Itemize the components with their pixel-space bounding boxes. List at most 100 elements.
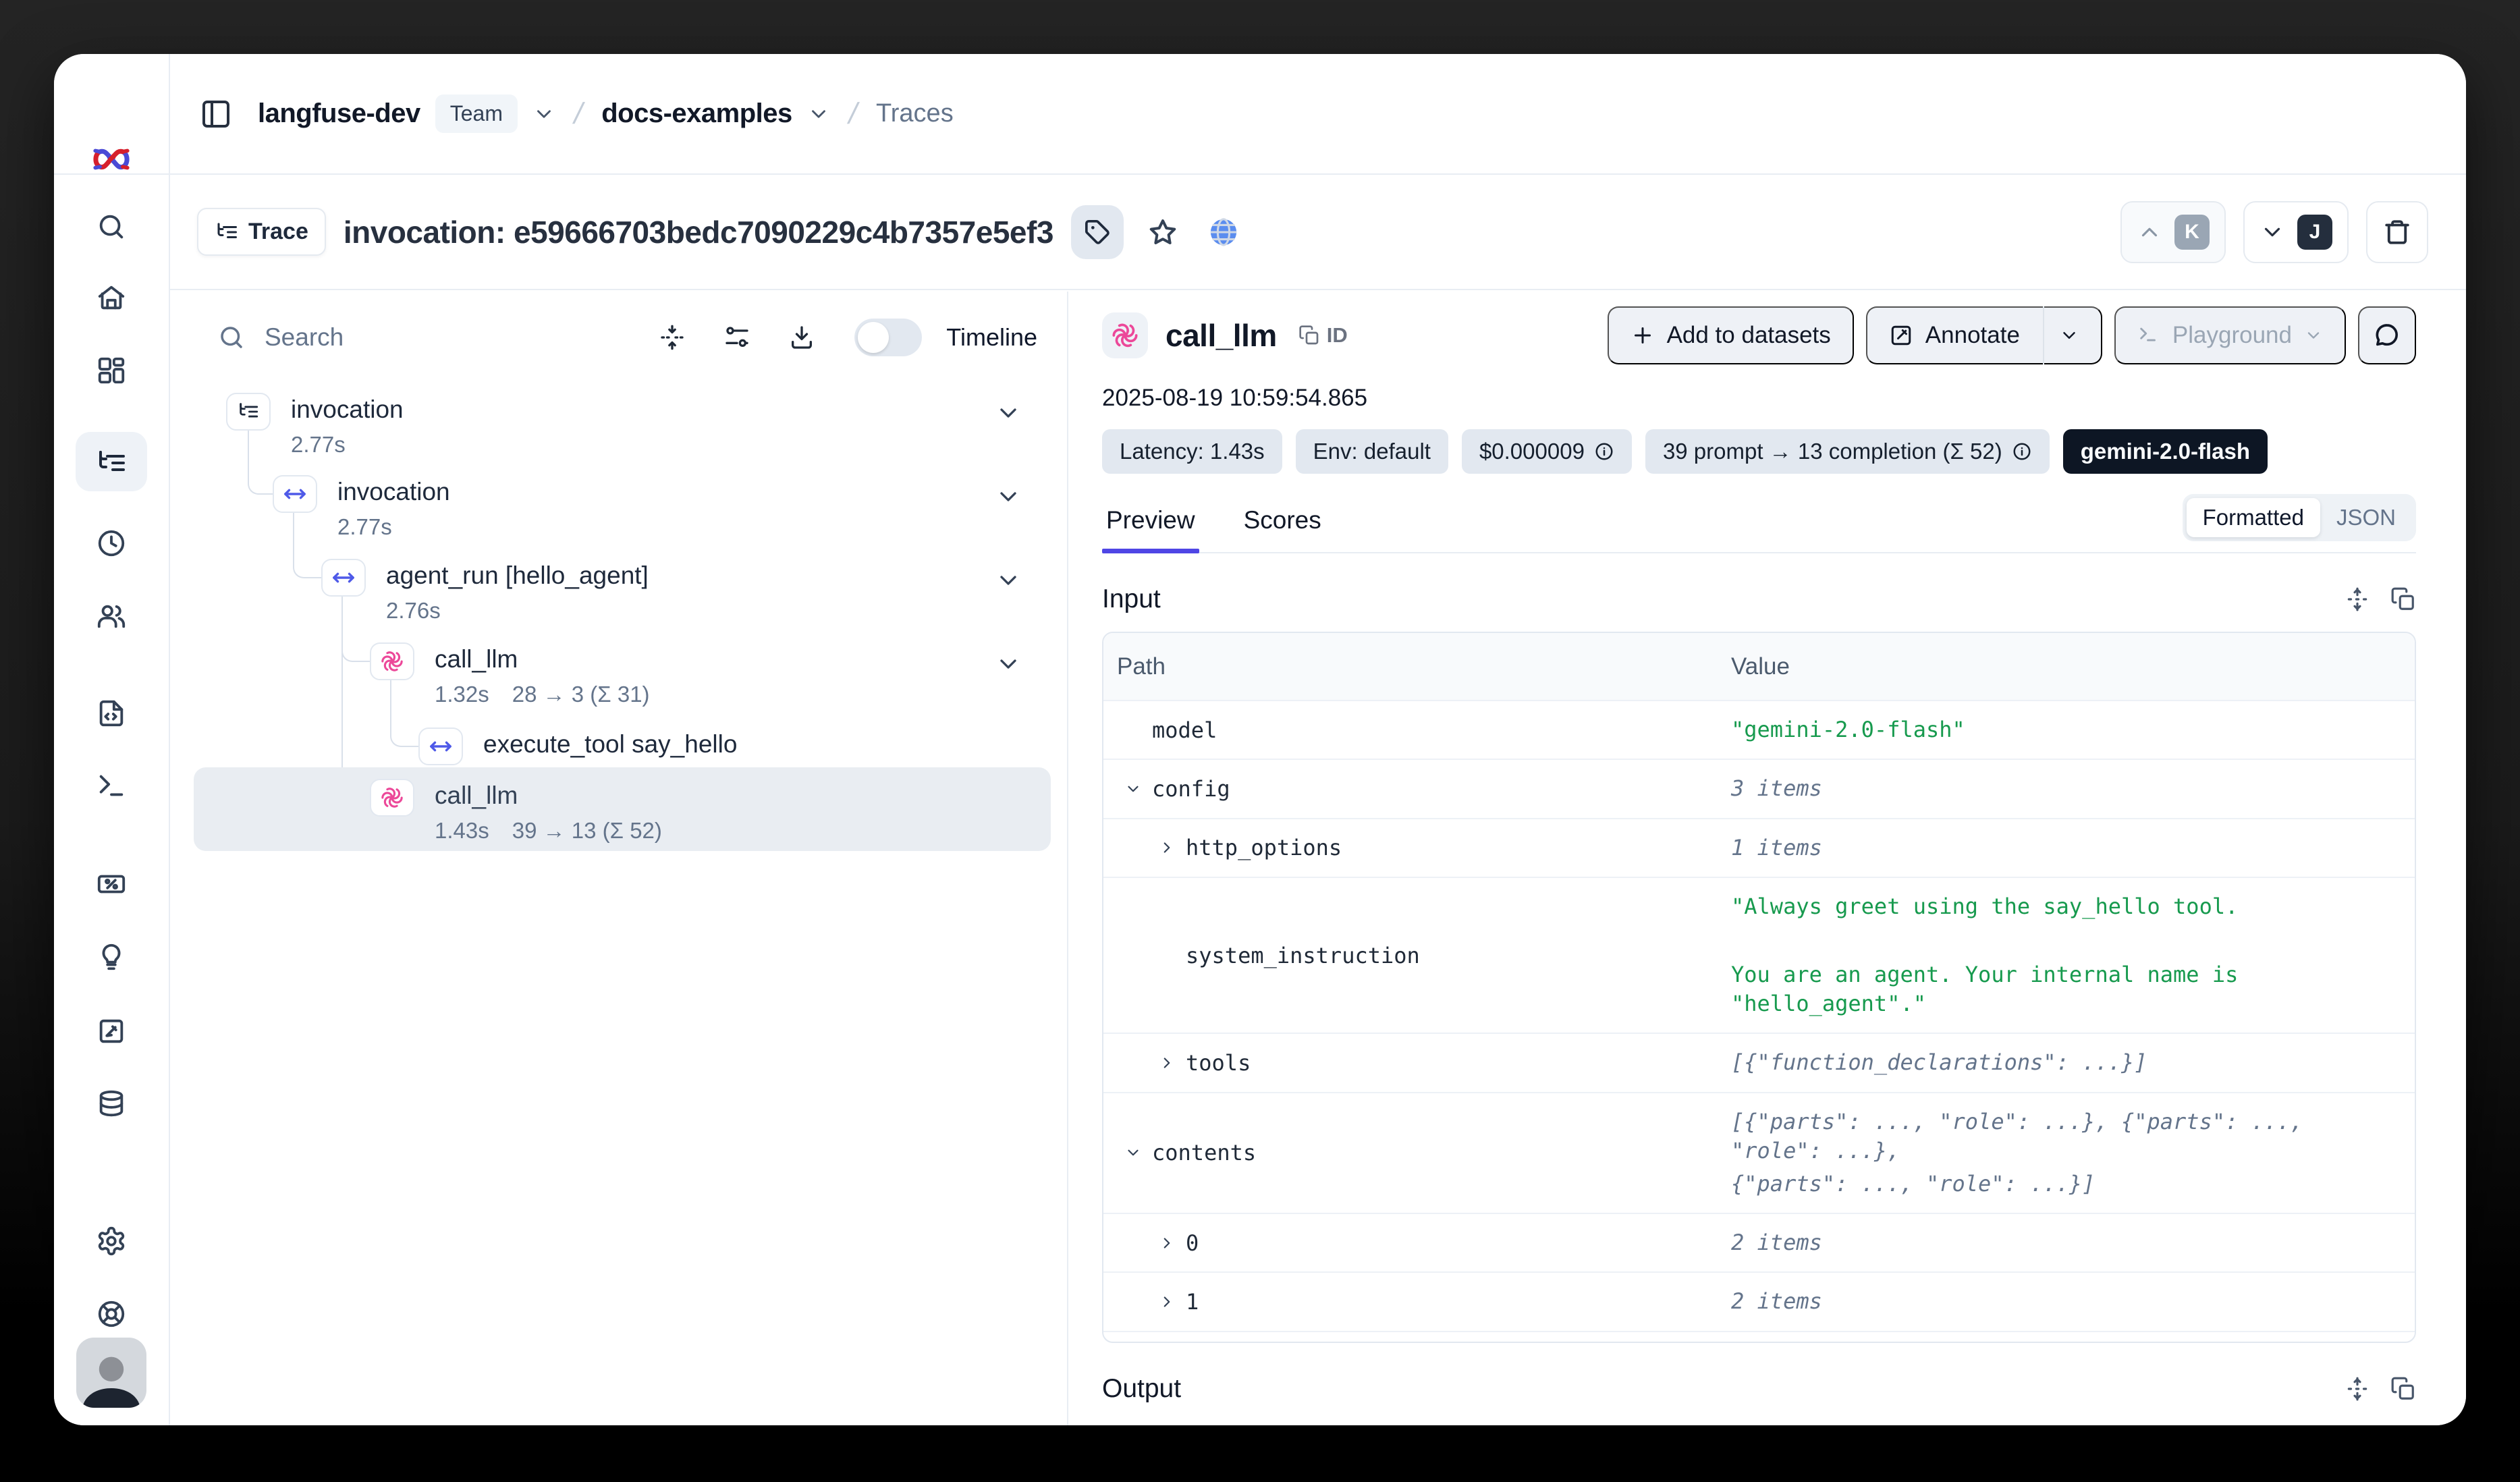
tab-preview[interactable]: Preview <box>1102 498 1199 553</box>
format-formatted[interactable]: Formatted <box>2186 498 2320 537</box>
tree-node-agent-run[interactable]: agent_run [hello_agent] 2.76s <box>321 559 649 624</box>
detail-tabs: Preview Scores Formatted JSON <box>1102 494 2416 553</box>
model-badge[interactable]: gemini-2.0-flash <box>2062 429 2268 474</box>
org-name[interactable]: langfuse-dev <box>258 99 420 128</box>
tree-node-span[interactable]: invocation 2.77s <box>273 475 450 540</box>
expand-section-icon[interactable] <box>2345 1376 2370 1402</box>
table-row-http-options[interactable]: http_options 1 items <box>1103 817 2415 877</box>
prompts-icon[interactable] <box>96 698 127 729</box>
evaluation-icon[interactable] <box>96 869 127 900</box>
info-icon <box>1595 443 1613 460</box>
public-globe-icon[interactable] <box>1202 205 1245 259</box>
delete-trace-button[interactable] <box>2366 200 2428 263</box>
button-divider <box>2042 306 2044 364</box>
observation-timestamp: 2025-08-19 10:59:54.865 <box>1102 385 1368 411</box>
observation-name: call_llm <box>1166 318 1277 353</box>
node-collapse-chevron[interactable] <box>995 483 1022 510</box>
user-avatar[interactable] <box>76 1338 146 1408</box>
annotation-icon[interactable] <box>96 1016 127 1047</box>
table-row-system-instruction[interactable]: system_instruction "Always greet using t… <box>1103 876 2415 1033</box>
search-icon[interactable] <box>96 211 127 242</box>
trace-title-bar: Trace invocation: e59666703bedc7090229c4… <box>170 175 2466 290</box>
next-trace-button[interactable]: J <box>2243 200 2349 263</box>
playground-chevron-icon <box>2307 332 2320 339</box>
selected-row-highlight <box>194 767 1051 851</box>
node-duration: 1.32s <box>435 682 489 707</box>
observation-id[interactable]: ID <box>1298 323 1348 348</box>
main-content: Timeline invocation 2.77s <box>170 292 2466 1425</box>
datasets-icon[interactable] <box>96 1089 127 1120</box>
chevron-right-icon <box>1151 839 1183 856</box>
input-section-header: Input <box>1102 584 2416 614</box>
support-icon[interactable] <box>96 1298 127 1329</box>
tree-settings-icon[interactable] <box>714 324 760 351</box>
generation-icon <box>1102 312 1148 358</box>
collapse-all-icon[interactable] <box>649 324 695 351</box>
copy-icon[interactable] <box>2390 1376 2416 1402</box>
node-label: execute_tool say_hello <box>483 730 738 758</box>
org-chevron-down-icon[interactable] <box>532 103 555 126</box>
breadcrumb-section[interactable]: Traces <box>875 99 954 128</box>
tab-scores[interactable]: Scores <box>1243 506 1321 534</box>
observation-tree-panel: Timeline invocation 2.77s <box>170 292 1067 1425</box>
table-row-2[interactable]: 2 2 items <box>1103 1330 2415 1342</box>
tracing-icon[interactable] <box>95 447 128 479</box>
project-name[interactable]: docs-examples <box>601 99 792 128</box>
tree-node-generation[interactable]: call_llm 1.32s 28 → 3 (Σ 31) <box>370 642 650 707</box>
home-icon[interactable] <box>96 282 127 313</box>
copy-icon[interactable] <box>2390 586 2416 612</box>
header-divider <box>54 173 2466 175</box>
tree-connector <box>390 680 418 747</box>
playground-icon[interactable] <box>96 770 127 801</box>
tokens-badge[interactable]: 39 prompt → 13 completion (Σ 52) <box>1645 429 2050 474</box>
comments-button[interactable] <box>2358 306 2416 364</box>
tag-button[interactable] <box>1070 204 1124 259</box>
table-row-contents[interactable]: contents [{"parts": ..., "role": ...}, {… <box>1103 1091 2415 1213</box>
playground-button[interactable]: Playground <box>2114 306 2346 364</box>
span-icon <box>273 475 317 513</box>
node-duration: 2.77s <box>337 514 392 539</box>
node-label: call_llm <box>435 781 518 809</box>
node-collapse-chevron[interactable] <box>995 567 1022 594</box>
format-json[interactable]: JSON <box>2336 505 2396 530</box>
chevron-down-icon <box>1117 780 1149 798</box>
shortcut-key-k: K <box>2174 214 2210 250</box>
tree-toolbar: Timeline <box>217 305 1037 370</box>
tree-connector <box>293 513 321 578</box>
shortcut-key-j: J <box>2297 214 2332 250</box>
table-row-tools[interactable]: tools [{"function_declarations": ...}] <box>1103 1033 2415 1091</box>
search-input[interactable] <box>265 323 631 352</box>
timeline-toggle[interactable] <box>854 319 923 356</box>
table-row-1[interactable]: 1 2 items <box>1103 1271 2415 1330</box>
table-row-0[interactable]: 0 2 items <box>1103 1213 2415 1271</box>
prev-trace-button[interactable]: K <box>2120 200 2226 263</box>
sessions-icon[interactable] <box>96 528 127 559</box>
expand-section-icon[interactable] <box>2345 586 2370 612</box>
llm-judge-icon[interactable] <box>96 941 127 972</box>
bookmark-star-button[interactable] <box>1141 205 1184 259</box>
observation-detail-panel: call_llm ID Add to datasets Annotate <box>1067 292 2466 1425</box>
add-to-datasets-button[interactable]: Add to datasets <box>1607 306 1854 364</box>
node-collapse-chevron[interactable] <box>995 400 1022 427</box>
download-icon[interactable] <box>779 324 825 351</box>
node-tokens: 28 → 3 (Σ 31) <box>512 682 650 707</box>
node-label: agent_run [hello_agent] <box>386 561 649 589</box>
table-row-model[interactable]: model "gemini-2.0-flash" <box>1103 700 2415 759</box>
tree-node-trace[interactable]: invocation 2.77s <box>226 393 404 458</box>
users-icon[interactable] <box>96 601 127 632</box>
project-chevron-down-icon[interactable] <box>807 103 830 126</box>
settings-icon[interactable] <box>96 1226 127 1257</box>
cost-badge[interactable]: $0.000009 <box>1461 429 1632 474</box>
node-duration: 1.43s <box>435 818 489 843</box>
tree-node-tool[interactable]: execute_tool say_hello <box>418 728 737 765</box>
table-row-config[interactable]: config 3 items <box>1103 759 2415 817</box>
node-label: invocation <box>337 478 450 505</box>
annotate-button[interactable]: Annotate <box>1865 306 2102 364</box>
node-collapse-chevron[interactable] <box>995 651 1022 678</box>
chevron-right-icon <box>1151 1054 1183 1072</box>
sidebar-toggle-icon[interactable] <box>200 98 232 130</box>
table-header-row: Path Value <box>1103 633 2415 701</box>
tree-node-generation-selected[interactable]: call_llm 1.43s 39 → 13 (Σ 52) <box>370 779 662 844</box>
dashboards-icon[interactable] <box>96 355 127 386</box>
